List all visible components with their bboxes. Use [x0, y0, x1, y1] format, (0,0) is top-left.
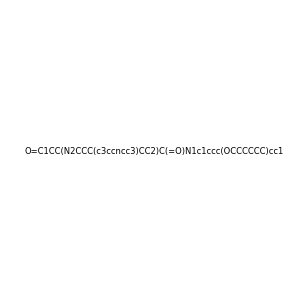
Text: O=C1CC(N2CCC(c3ccncc3)CC2)C(=O)N1c1ccc(OCCCCCC)cc1: O=C1CC(N2CCC(c3ccncc3)CC2)C(=O)N1c1ccc(O… — [24, 147, 284, 156]
